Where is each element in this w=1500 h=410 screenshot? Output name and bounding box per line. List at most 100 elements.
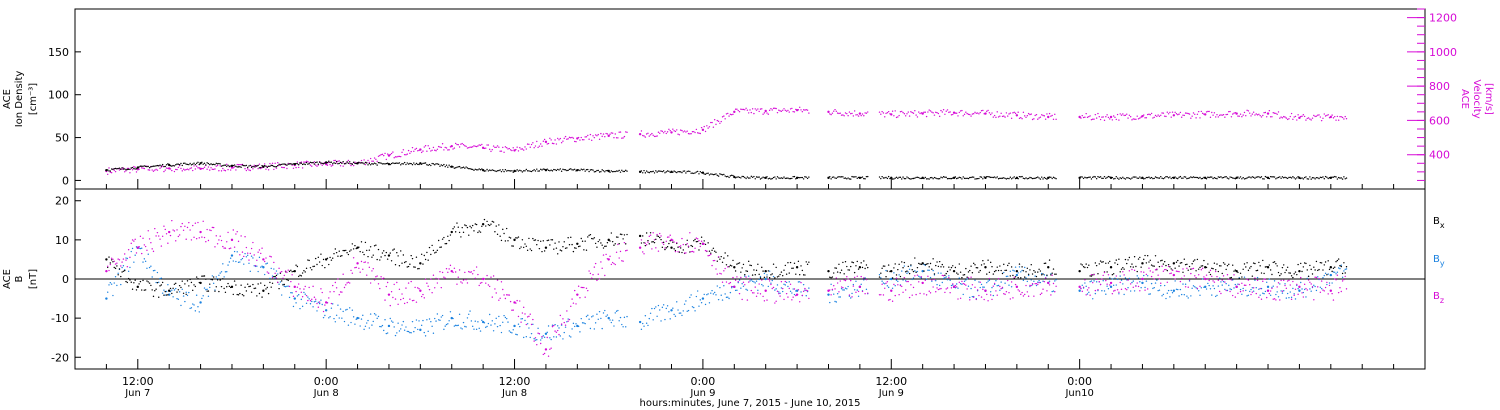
bz-point (1148, 267, 1150, 269)
density-point (860, 176, 862, 179)
density-point (1319, 176, 1322, 179)
bx-point (1139, 256, 1141, 259)
bx-point (1017, 276, 1019, 279)
bx-point (884, 265, 886, 267)
density-point (387, 162, 391, 166)
velocity-point (186, 168, 189, 170)
bz-point (1266, 289, 1270, 292)
bx-point (585, 249, 588, 251)
by-point (192, 303, 194, 305)
by-point (419, 328, 422, 332)
bz-point (1241, 282, 1243, 285)
bx-point (1135, 265, 1137, 268)
bx-point (324, 266, 326, 269)
bx-point (305, 267, 308, 270)
by-point (288, 296, 291, 299)
by-point (1283, 290, 1285, 292)
density-point (703, 173, 705, 175)
density-point (1254, 177, 1256, 179)
velocity-point (410, 150, 412, 153)
velocity-point (919, 112, 921, 115)
bx-point (148, 282, 151, 284)
bx-point (126, 281, 129, 284)
velocity-point (931, 111, 933, 113)
by-point (918, 275, 920, 277)
bz-point (291, 274, 293, 276)
bz-point (342, 273, 344, 275)
bz-point (405, 287, 407, 289)
bz-point (1132, 286, 1134, 288)
by-point (1297, 288, 1299, 290)
bz-point (1095, 278, 1098, 281)
by-point (908, 268, 911, 270)
velocity-point (1243, 111, 1246, 114)
bz-point (492, 275, 495, 277)
density-point (1018, 175, 1021, 178)
density-point (165, 164, 168, 166)
velocity-point (283, 166, 286, 169)
bz-point (355, 266, 357, 269)
density-point (693, 172, 695, 175)
density-point (844, 177, 847, 179)
density-point (1179, 175, 1182, 178)
bz-point (801, 294, 804, 297)
bx-point (1161, 259, 1163, 262)
velocity-point (948, 111, 950, 114)
bx-point (203, 275, 206, 277)
velocity-point (676, 129, 678, 131)
by-point (448, 320, 450, 322)
by-point (286, 285, 288, 287)
velocity-point (799, 106, 801, 108)
bx-point (426, 251, 428, 254)
density-point (430, 164, 432, 167)
by-point (1005, 275, 1008, 278)
velocity-point (203, 166, 206, 169)
velocity-point (538, 145, 541, 147)
by-point (727, 296, 729, 298)
bz-point (706, 250, 708, 252)
by-point (377, 315, 380, 318)
bx-point (1190, 268, 1192, 270)
density-point (1269, 175, 1272, 178)
by-point (920, 277, 923, 279)
bz-point (1336, 274, 1339, 276)
bz-point (1122, 271, 1124, 273)
x-tick-time: 12:00 (875, 375, 907, 388)
density-point (551, 170, 554, 172)
velocity-point (1107, 116, 1110, 119)
by-point (502, 321, 504, 323)
bz-point (350, 269, 352, 272)
bx-point (564, 247, 567, 250)
density-point (293, 162, 296, 166)
velocity-point (609, 133, 611, 135)
density-point (601, 169, 603, 171)
by-point (604, 309, 606, 312)
bz-point (1315, 276, 1318, 279)
bz-point (619, 250, 622, 253)
density-point (657, 170, 660, 172)
bz-point (1275, 299, 1277, 301)
velocity-point (659, 132, 661, 134)
by-point (503, 314, 505, 317)
velocity-point (950, 114, 953, 116)
density-point (192, 163, 194, 165)
bx-point (171, 292, 173, 295)
density-point (787, 177, 789, 179)
density-point (848, 178, 851, 180)
by-point (513, 324, 516, 328)
bz-point (1144, 289, 1146, 291)
by-point (125, 257, 127, 259)
by-point (333, 317, 335, 320)
by-point (1209, 288, 1212, 290)
bx-point (1177, 259, 1179, 262)
bz-point (1247, 279, 1250, 281)
bz-point (199, 230, 202, 234)
density-point (791, 177, 793, 180)
density-point (483, 170, 486, 172)
density-point (341, 162, 343, 165)
bz-point (792, 296, 794, 298)
density-point (761, 177, 763, 179)
by-point (1084, 282, 1086, 284)
velocity-point (377, 155, 380, 157)
